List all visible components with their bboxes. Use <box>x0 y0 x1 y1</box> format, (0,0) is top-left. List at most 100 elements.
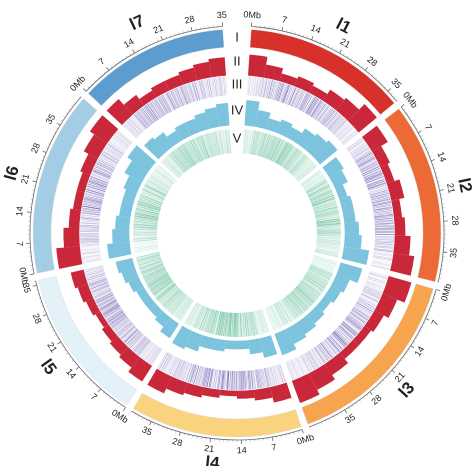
density-line <box>268 367 274 386</box>
density-line <box>374 244 394 247</box>
density-line <box>205 79 210 98</box>
histogram-bar <box>211 338 226 352</box>
density-line <box>166 291 183 310</box>
density-line <box>286 295 302 315</box>
density-line <box>140 341 153 357</box>
minor-tick <box>138 415 140 418</box>
density-line <box>222 76 226 96</box>
density-line <box>290 291 308 311</box>
density-line <box>169 293 186 313</box>
density-line <box>156 283 176 299</box>
density-line <box>225 129 229 154</box>
density-line <box>296 163 316 181</box>
density-line <box>324 339 337 355</box>
density-line <box>80 227 100 229</box>
histogram-bar <box>185 331 204 352</box>
density-line <box>199 80 205 99</box>
density-line <box>82 257 102 262</box>
density-line <box>80 244 100 247</box>
density-line <box>242 312 246 337</box>
scale-arc <box>35 280 126 408</box>
minor-tick <box>95 385 98 388</box>
density-line <box>177 147 192 168</box>
density-line <box>299 282 320 298</box>
density-line <box>134 212 159 219</box>
tick-mark <box>32 180 37 183</box>
histogram-bar <box>172 325 193 350</box>
density-line <box>292 290 310 308</box>
density-line <box>287 361 296 379</box>
tick-label: 0Mb <box>243 9 261 20</box>
minor-tick <box>113 399 115 402</box>
tick-label: 21 <box>338 36 352 50</box>
histogram-bar <box>344 234 362 250</box>
density-line <box>140 263 164 273</box>
density-line <box>193 305 205 328</box>
density-line <box>339 325 354 339</box>
density-line <box>81 210 101 214</box>
density-line <box>97 296 115 307</box>
density-line <box>107 311 124 323</box>
density-line <box>143 343 155 360</box>
density-line <box>166 92 176 110</box>
density-bin <box>196 78 215 100</box>
density-line <box>107 143 124 156</box>
density-line <box>366 178 385 186</box>
density-line <box>223 129 227 154</box>
density-bin <box>152 279 177 302</box>
density-line <box>366 178 385 186</box>
density-line <box>316 236 341 238</box>
density-line <box>257 132 265 156</box>
density-bin <box>140 341 163 366</box>
minor-tick <box>384 86 387 89</box>
density-line <box>316 222 341 226</box>
density-line <box>334 122 349 136</box>
density-line <box>294 287 313 305</box>
density-line <box>221 370 224 390</box>
minor-tick <box>35 176 38 178</box>
density-line <box>348 139 364 152</box>
density-line <box>367 182 386 190</box>
density-line <box>374 245 394 248</box>
density-line <box>285 361 293 380</box>
density-line <box>215 369 219 389</box>
density-line <box>349 312 366 324</box>
density-line <box>195 137 206 160</box>
density-line <box>374 240 394 243</box>
density-line <box>374 216 394 219</box>
minor-tick <box>43 310 46 312</box>
density-line <box>315 213 340 219</box>
density-bin <box>300 93 323 118</box>
density-line <box>305 178 326 192</box>
density-line <box>191 139 203 161</box>
density-line <box>148 274 170 289</box>
density-line <box>154 281 174 297</box>
density-line <box>267 306 277 330</box>
density-line <box>266 136 276 159</box>
density-line <box>267 80 273 99</box>
tick-label: 21 <box>19 173 31 185</box>
density-line <box>202 134 212 158</box>
density-line <box>268 80 274 99</box>
tick-label: 14 <box>64 367 78 381</box>
scale-arc <box>131 410 303 441</box>
minor-tick <box>149 43 151 46</box>
minor-tick <box>417 334 420 336</box>
density-line <box>90 281 109 290</box>
density-line <box>241 312 244 337</box>
density-line <box>279 364 287 383</box>
density-line <box>316 244 340 250</box>
density-line <box>199 135 209 159</box>
density-line <box>174 88 183 107</box>
density-line <box>369 188 388 195</box>
density-line <box>206 78 211 98</box>
density-line <box>365 282 384 290</box>
density-line <box>302 354 313 372</box>
density-line <box>214 311 221 335</box>
density-line <box>259 309 267 333</box>
histogram-bar <box>253 387 273 401</box>
density-line <box>99 155 117 166</box>
density-line <box>91 285 110 294</box>
density-line <box>275 302 288 324</box>
